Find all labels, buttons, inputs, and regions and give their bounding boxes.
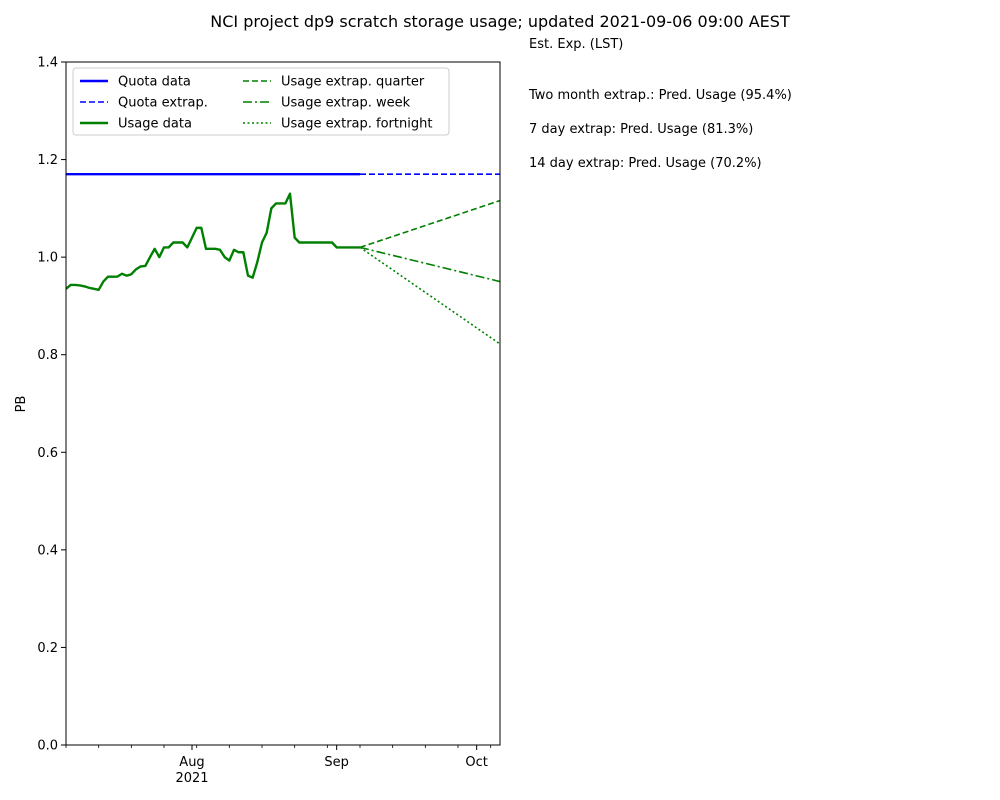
side-panel-line-7-day: 7 day extrap: Pred. Usage (81.3%) — [529, 122, 754, 137]
y-tick-label: 0.0 — [37, 739, 58, 754]
legend-label: Quota extrap. — [118, 96, 208, 111]
series-line-usage-extrap-fortnight — [359, 246, 500, 345]
series-line-usage-extrap-quarter — [359, 199, 500, 249]
legend-label: Usage data — [118, 117, 192, 132]
x-tick-sublabel: 2021 — [175, 771, 208, 786]
y-tick-label: 1.4 — [37, 56, 58, 71]
legend-label: Usage extrap. fortnight — [281, 117, 432, 132]
y-axis: 0.0 0.2 0.4 0.6 0.8 1.0 1.2 1.4 — [37, 56, 66, 754]
x-tick-label: Aug — [179, 755, 204, 770]
legend-label: Usage extrap. quarter — [281, 75, 425, 90]
series-line-usage-extrap-week — [359, 246, 500, 283]
axes-frame — [65, 61, 501, 746]
legend-label: Usage extrap. week — [281, 96, 411, 111]
side-panel-line-two-month: Two month extrap.: Pred. Usage (95.4%) — [529, 88, 792, 103]
side-panel-line-14-day: 14 day extrap: Pred. Usage (70.2%) — [529, 156, 762, 171]
y-tick-label: 0.6 — [37, 446, 58, 461]
y-tick-label: 0.2 — [37, 641, 58, 656]
y-tick-label: 1.2 — [37, 153, 58, 168]
y-tick-label: 0.8 — [37, 348, 58, 363]
x-tick-label: Sep — [324, 755, 349, 770]
x-tick-label: Oct — [465, 755, 487, 770]
plot-lines — [66, 173, 500, 345]
chart-title: NCI project dp9 scratch storage usage; u… — [210, 12, 790, 31]
series-line-usage-data — [66, 192, 360, 292]
side-panel-header: Est. Exp. (LST) — [529, 37, 624, 52]
legend: Quota data Quota extrap. Usage data Usage e… — [72, 67, 450, 136]
legend-label: Quota data — [118, 75, 191, 90]
y-tick-label: 1.0 — [37, 251, 58, 266]
y-axis-label: PB — [14, 396, 29, 413]
y-tick-label: 0.4 — [37, 543, 58, 558]
